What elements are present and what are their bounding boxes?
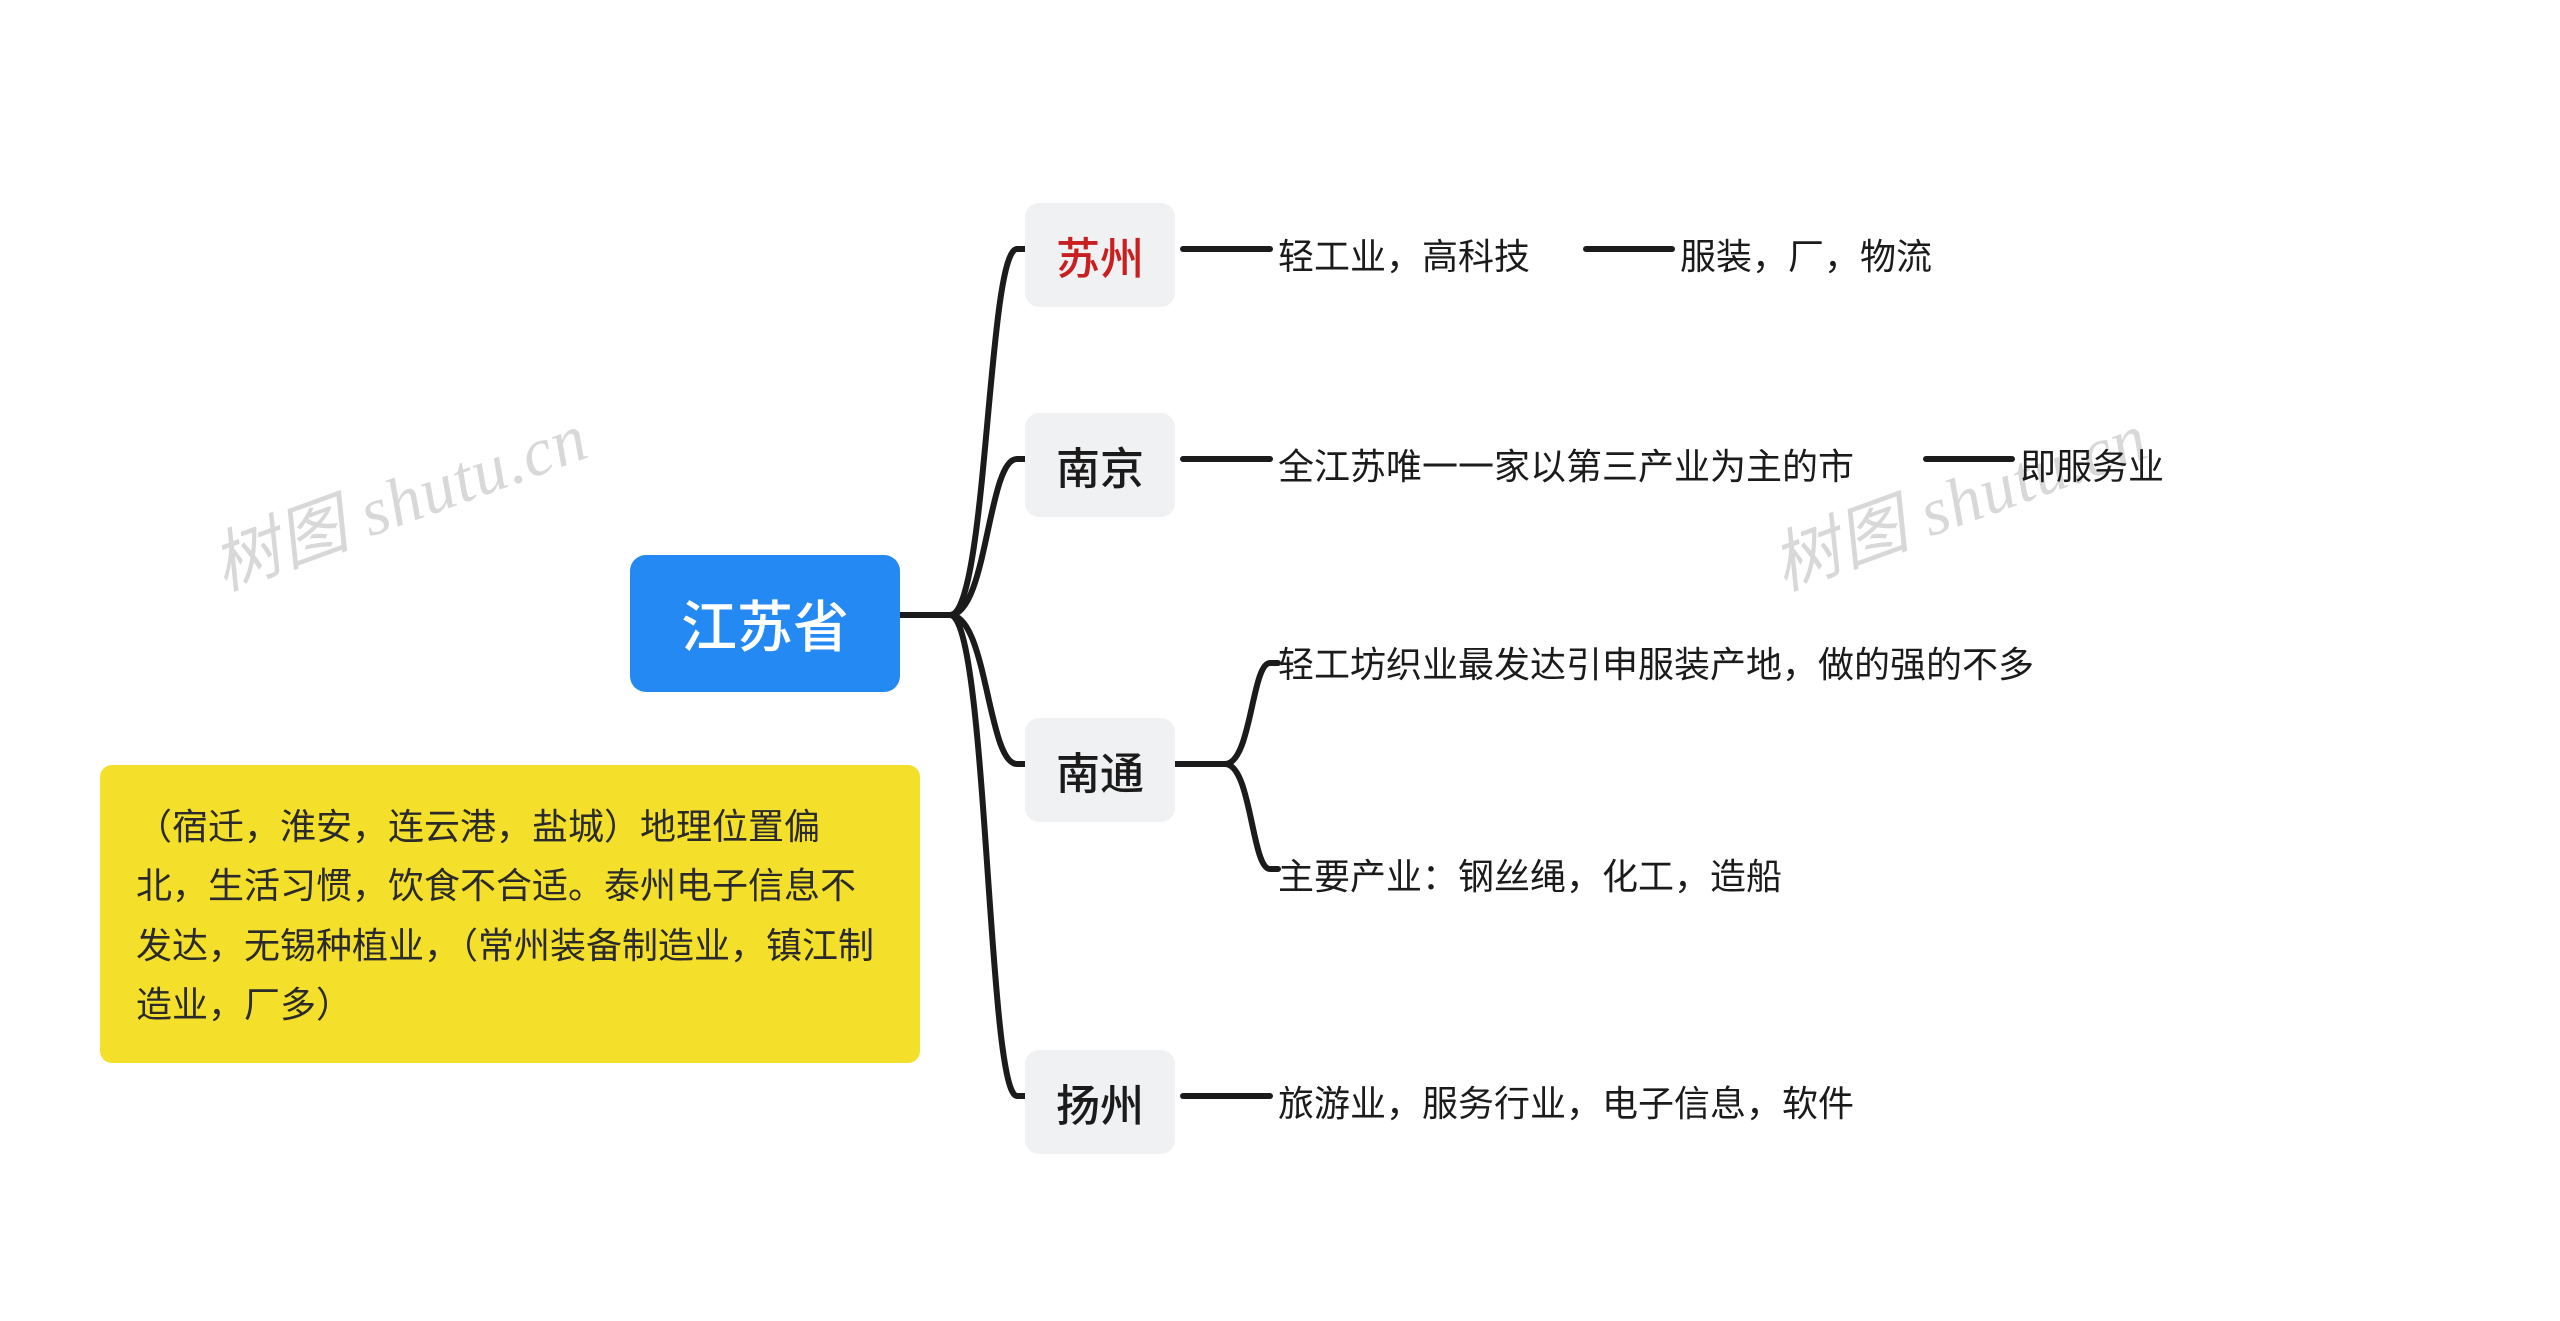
leaf-node: 轻工坊织业最发达引申服装产地，做的强的不多 [1278, 608, 2068, 718]
leaf-node: 旅游业，服务行业，电子信息，软件 [1278, 1069, 1918, 1135]
city-node-suzhou: 苏州 [1025, 203, 1175, 307]
leaf-node: 轻工业，高科技 [1278, 222, 1578, 288]
leaf-node: 全江苏唯一一家以第三产业为主的市 [1278, 432, 1918, 498]
watermark: 树图 shutu.cn [196, 382, 599, 609]
leaf-node: 即服务业 [2020, 432, 2200, 498]
leaf-node: 主要产业：钢丝绳，化工，造船 [1278, 842, 1838, 908]
city-node-yangzhou: 扬州 [1025, 1050, 1175, 1154]
city-node-nanjing: 南京 [1025, 413, 1175, 517]
note-box: （宿迁，淮安，连云港，盐城）地理位置偏北，生活习惯，饮食不合适。泰州电子信息不发… [100, 765, 920, 1063]
leaf-node: 服装，厂，物流 [1680, 222, 1960, 288]
city-node-nantong: 南通 [1025, 718, 1175, 822]
root-node: 江苏省 [630, 555, 900, 692]
